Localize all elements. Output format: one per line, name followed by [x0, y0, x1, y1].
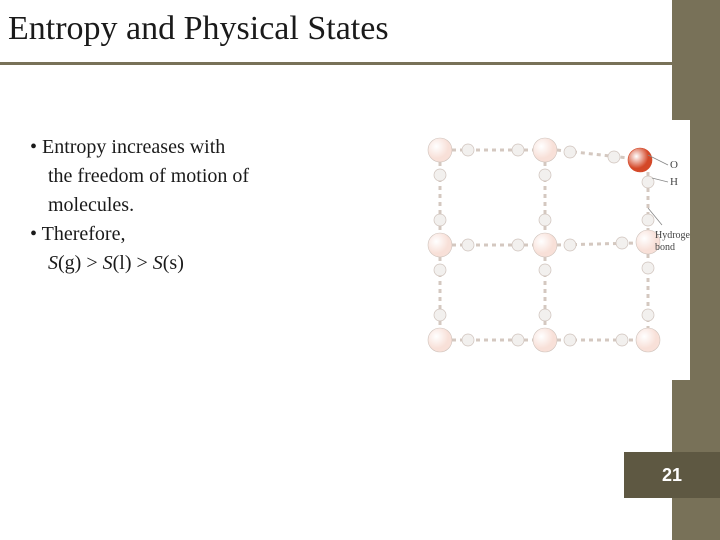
- svg-text:bond: bond: [655, 242, 675, 253]
- slide-number-box: 21: [624, 452, 720, 498]
- formula-s: (s): [163, 252, 184, 274]
- ice-lattice-diagram: OH Hydrogenbond: [400, 120, 690, 380]
- slide-number: 21: [662, 465, 682, 486]
- formula-S1: S: [48, 252, 58, 274]
- formula-g: (g) >: [58, 252, 103, 274]
- svg-text:Hydrogen: Hydrogen: [655, 230, 690, 241]
- slide-title: Entropy and Physical States: [8, 10, 712, 48]
- title-bar: Entropy and Physical States: [0, 0, 720, 65]
- formula-S2: S: [103, 252, 113, 274]
- svg-text:H: H: [670, 176, 678, 188]
- formula-l: (l) >: [113, 252, 153, 274]
- formula-S3: S: [153, 252, 163, 274]
- svg-text:O: O: [670, 159, 678, 171]
